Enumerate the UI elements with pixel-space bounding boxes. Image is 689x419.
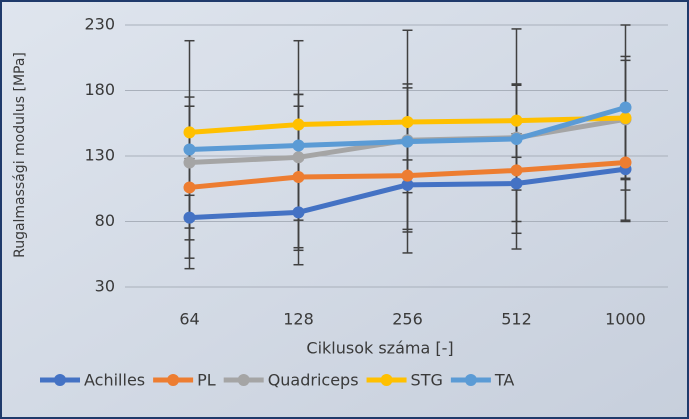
x-tick-label: 512 [501,310,532,329]
point [402,136,414,148]
x-tick-label: 256 [392,310,423,329]
point [184,126,196,138]
legend-marker [238,374,250,386]
y-tick-label: 80 [95,211,115,230]
legend-label: TA [494,371,515,390]
chart: Ciklusok száma [-] Rugalmassági modulus … [0,0,689,419]
point [293,171,305,183]
y-axis-title: Rugalmassági modulus [MPa] [12,52,28,258]
point [511,178,523,190]
y-tick-label: 30 [95,277,115,296]
legend-label: Achilles [84,371,145,390]
y-tick-label: 230 [84,15,115,34]
legend-marker [54,374,66,386]
x-tick-label: 1000 [605,310,646,329]
chart-frame: Ciklusok száma [-] Rugalmassági modulus … [0,0,689,419]
x-tick-label: 128 [283,310,314,329]
point [293,151,305,163]
point [184,212,196,224]
legend-label: STG [411,371,443,390]
x-axis-title: Ciklusok száma [-] [306,339,453,358]
legend-marker [167,374,179,386]
legend-marker [465,374,477,386]
x-tick-label: 64 [179,310,199,329]
point [184,181,196,193]
point [620,157,632,169]
point [184,143,196,155]
point [620,102,632,114]
point [293,206,305,218]
y-tick-label: 130 [84,146,115,165]
legend-label: Quadriceps [268,371,359,390]
y-tick-label: 180 [84,80,115,99]
point [511,133,523,145]
point [511,115,523,127]
point [402,116,414,128]
point [402,170,414,182]
point [184,157,196,169]
point [620,112,632,124]
legend-label: PL [197,371,216,390]
point [293,140,305,152]
legend-marker [381,374,393,386]
point [511,164,523,176]
point [293,119,305,131]
